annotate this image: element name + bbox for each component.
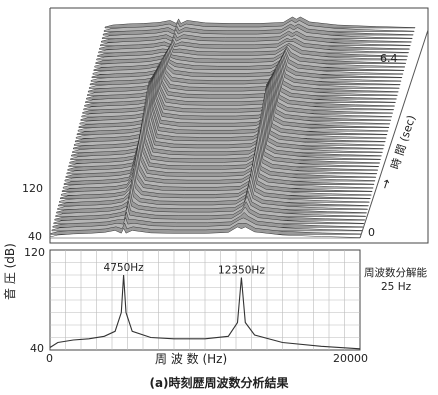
- waterfall-trace: [52, 211, 364, 228]
- time-tick-max: 6.4: [380, 52, 398, 65]
- time-axis-arrow: →: [378, 177, 394, 191]
- waterfall-ytick-40: 40: [28, 230, 42, 243]
- waterfall-traces: [49, 16, 416, 239]
- spectrum-grid: [50, 250, 360, 350]
- waterfall-right-edge: [359, 29, 429, 239]
- waterfall-trace: [100, 34, 411, 47]
- figure-caption: (a)時刻歴周波数分析結果: [149, 376, 289, 390]
- spectrum-xtick-20000: 20000: [333, 352, 368, 365]
- x-axis-label: 周 波 数 (Hz): [155, 351, 227, 366]
- waterfall-trace: [49, 226, 361, 239]
- waterfall-trace: [50, 222, 362, 235]
- waterfall-trace: [51, 216, 363, 232]
- spectrum-ytick-40: 40: [30, 342, 44, 355]
- waterfall-trace: [103, 20, 415, 32]
- spectrum-annotations: 4750Hz 12350Hz: [104, 262, 266, 277]
- waterfall-trace: [101, 27, 413, 39]
- peak-annotation-1: 12350Hz: [218, 265, 265, 277]
- waterfall-plot: 120 40 6.4 0 時 間 (sec) →: [22, 7, 429, 244]
- resolution-label: 周波数分解能: [364, 266, 427, 279]
- waterfall-ytick-120: 120: [22, 182, 43, 195]
- spectrum-plot: 4750Hz 12350Hz 120 40 0 20000 周 波 数 (Hz) …: [24, 246, 427, 366]
- spectrum-xtick-0: 0: [46, 352, 53, 365]
- waterfall-trace: [101, 30, 412, 43]
- spectrum-series-line: [49, 274, 361, 350]
- spectrum-ytick-120: 120: [24, 246, 45, 259]
- time-tick-zero: 0: [368, 226, 375, 239]
- waterfall-trace: [102, 23, 414, 36]
- time-axis-label: 時 間 (sec): [388, 114, 418, 171]
- peak-annotation-0: 4750Hz: [104, 262, 145, 274]
- resolution-value: 25 Hz: [381, 281, 412, 293]
- y-axis-label: 音 圧 (dB): [2, 243, 17, 300]
- waterfall-frame: [49, 7, 429, 244]
- waterfall-trace: [104, 16, 416, 29]
